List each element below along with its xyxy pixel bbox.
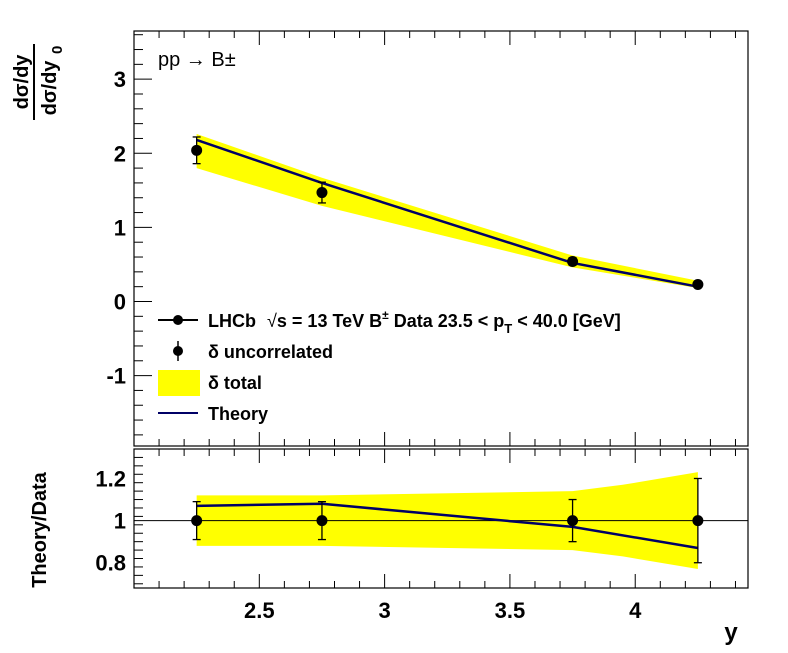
main-ylabel-denominator: dσ/dy: [39, 60, 61, 116]
main-data-layer: [191, 136, 704, 290]
legend-uncorr-label: δ uncorrelated: [208, 342, 333, 362]
ratio-data-point: [692, 515, 704, 527]
ratio-ylabel: Theory/Data: [29, 471, 51, 587]
main-annotation: pp → B±: [158, 49, 236, 71]
x-tick-label: 2.5: [244, 598, 275, 623]
main-y-tick-label: -1: [106, 364, 126, 389]
main-y-tick-label: 3: [114, 67, 126, 92]
main-axes-layer: -1 0 1 2 3: [106, 31, 736, 446]
legend-total-label: δ total: [208, 373, 262, 393]
legend-uncorr-marker: [173, 346, 183, 356]
main-data-point: [316, 187, 328, 199]
ratio-panel: 2.5 3 3.5 4 0.8 1 1.2 Theory/Data y: [29, 448, 749, 646]
legend-total-swatch: [158, 370, 200, 396]
main-total-band-layer: [196, 134, 698, 289]
main-ylabel-den-text: dσ/dy: [39, 60, 61, 116]
main-plot-frame: [133, 30, 749, 447]
main-y-tick-label: 2: [114, 141, 126, 166]
main-ylabel: dσ/dy dσ/dy 0: [11, 44, 66, 120]
main-theory-layer: [196, 138, 699, 288]
main-data-point: [567, 255, 579, 267]
x-tick-label: 4: [629, 598, 642, 623]
main-panel: -1 0 1 2 3 pp → B± dσ/dy dσ/dy 0 LHCb √s = 1…: [11, 30, 749, 447]
legend-theory-label: Theory: [208, 404, 268, 424]
main-ylabel-numerator: dσ/dy: [11, 54, 33, 110]
ratio-plot-frame: [133, 448, 749, 589]
main-data-point: [191, 144, 203, 156]
legend-data-label: LHCb √s = 13 TeV B± Data 23.5 < pT < 40.…: [208, 308, 621, 336]
ratio-data-point: [316, 515, 328, 527]
ratio-theory-line: [196, 502, 699, 550]
main-ylabel-den-subscript: 0: [49, 46, 66, 54]
legend: LHCb √s = 13 TeV B± Data 23.5 < pT < 40.…: [158, 308, 621, 424]
main-total-band: [196, 134, 698, 289]
x-tick-label: 3.5: [495, 598, 526, 623]
legend-data-point-marker: [173, 315, 183, 325]
ratio-y-tick-label: 1: [114, 509, 126, 534]
ratio-theory-layer: [196, 502, 699, 550]
main-theory-line: [196, 138, 699, 288]
main-y-tick-label: 0: [114, 289, 126, 314]
ratio-axes-layer: 2.5 3 3.5 4 0.8 1 1.2: [95, 448, 736, 623]
ratio-y-tick-label: 1.2: [95, 466, 126, 491]
ratio-y-tick-label: 0.8: [95, 551, 126, 576]
x-axis-label: y: [724, 619, 738, 646]
main-data-point: [692, 278, 704, 290]
ratio-data-point: [191, 515, 203, 527]
main-y-tick-label: 1: [114, 215, 126, 240]
ratio-data-point: [567, 515, 579, 527]
x-tick-label: 3: [378, 598, 390, 623]
ratio-data-layer: [191, 477, 704, 564]
